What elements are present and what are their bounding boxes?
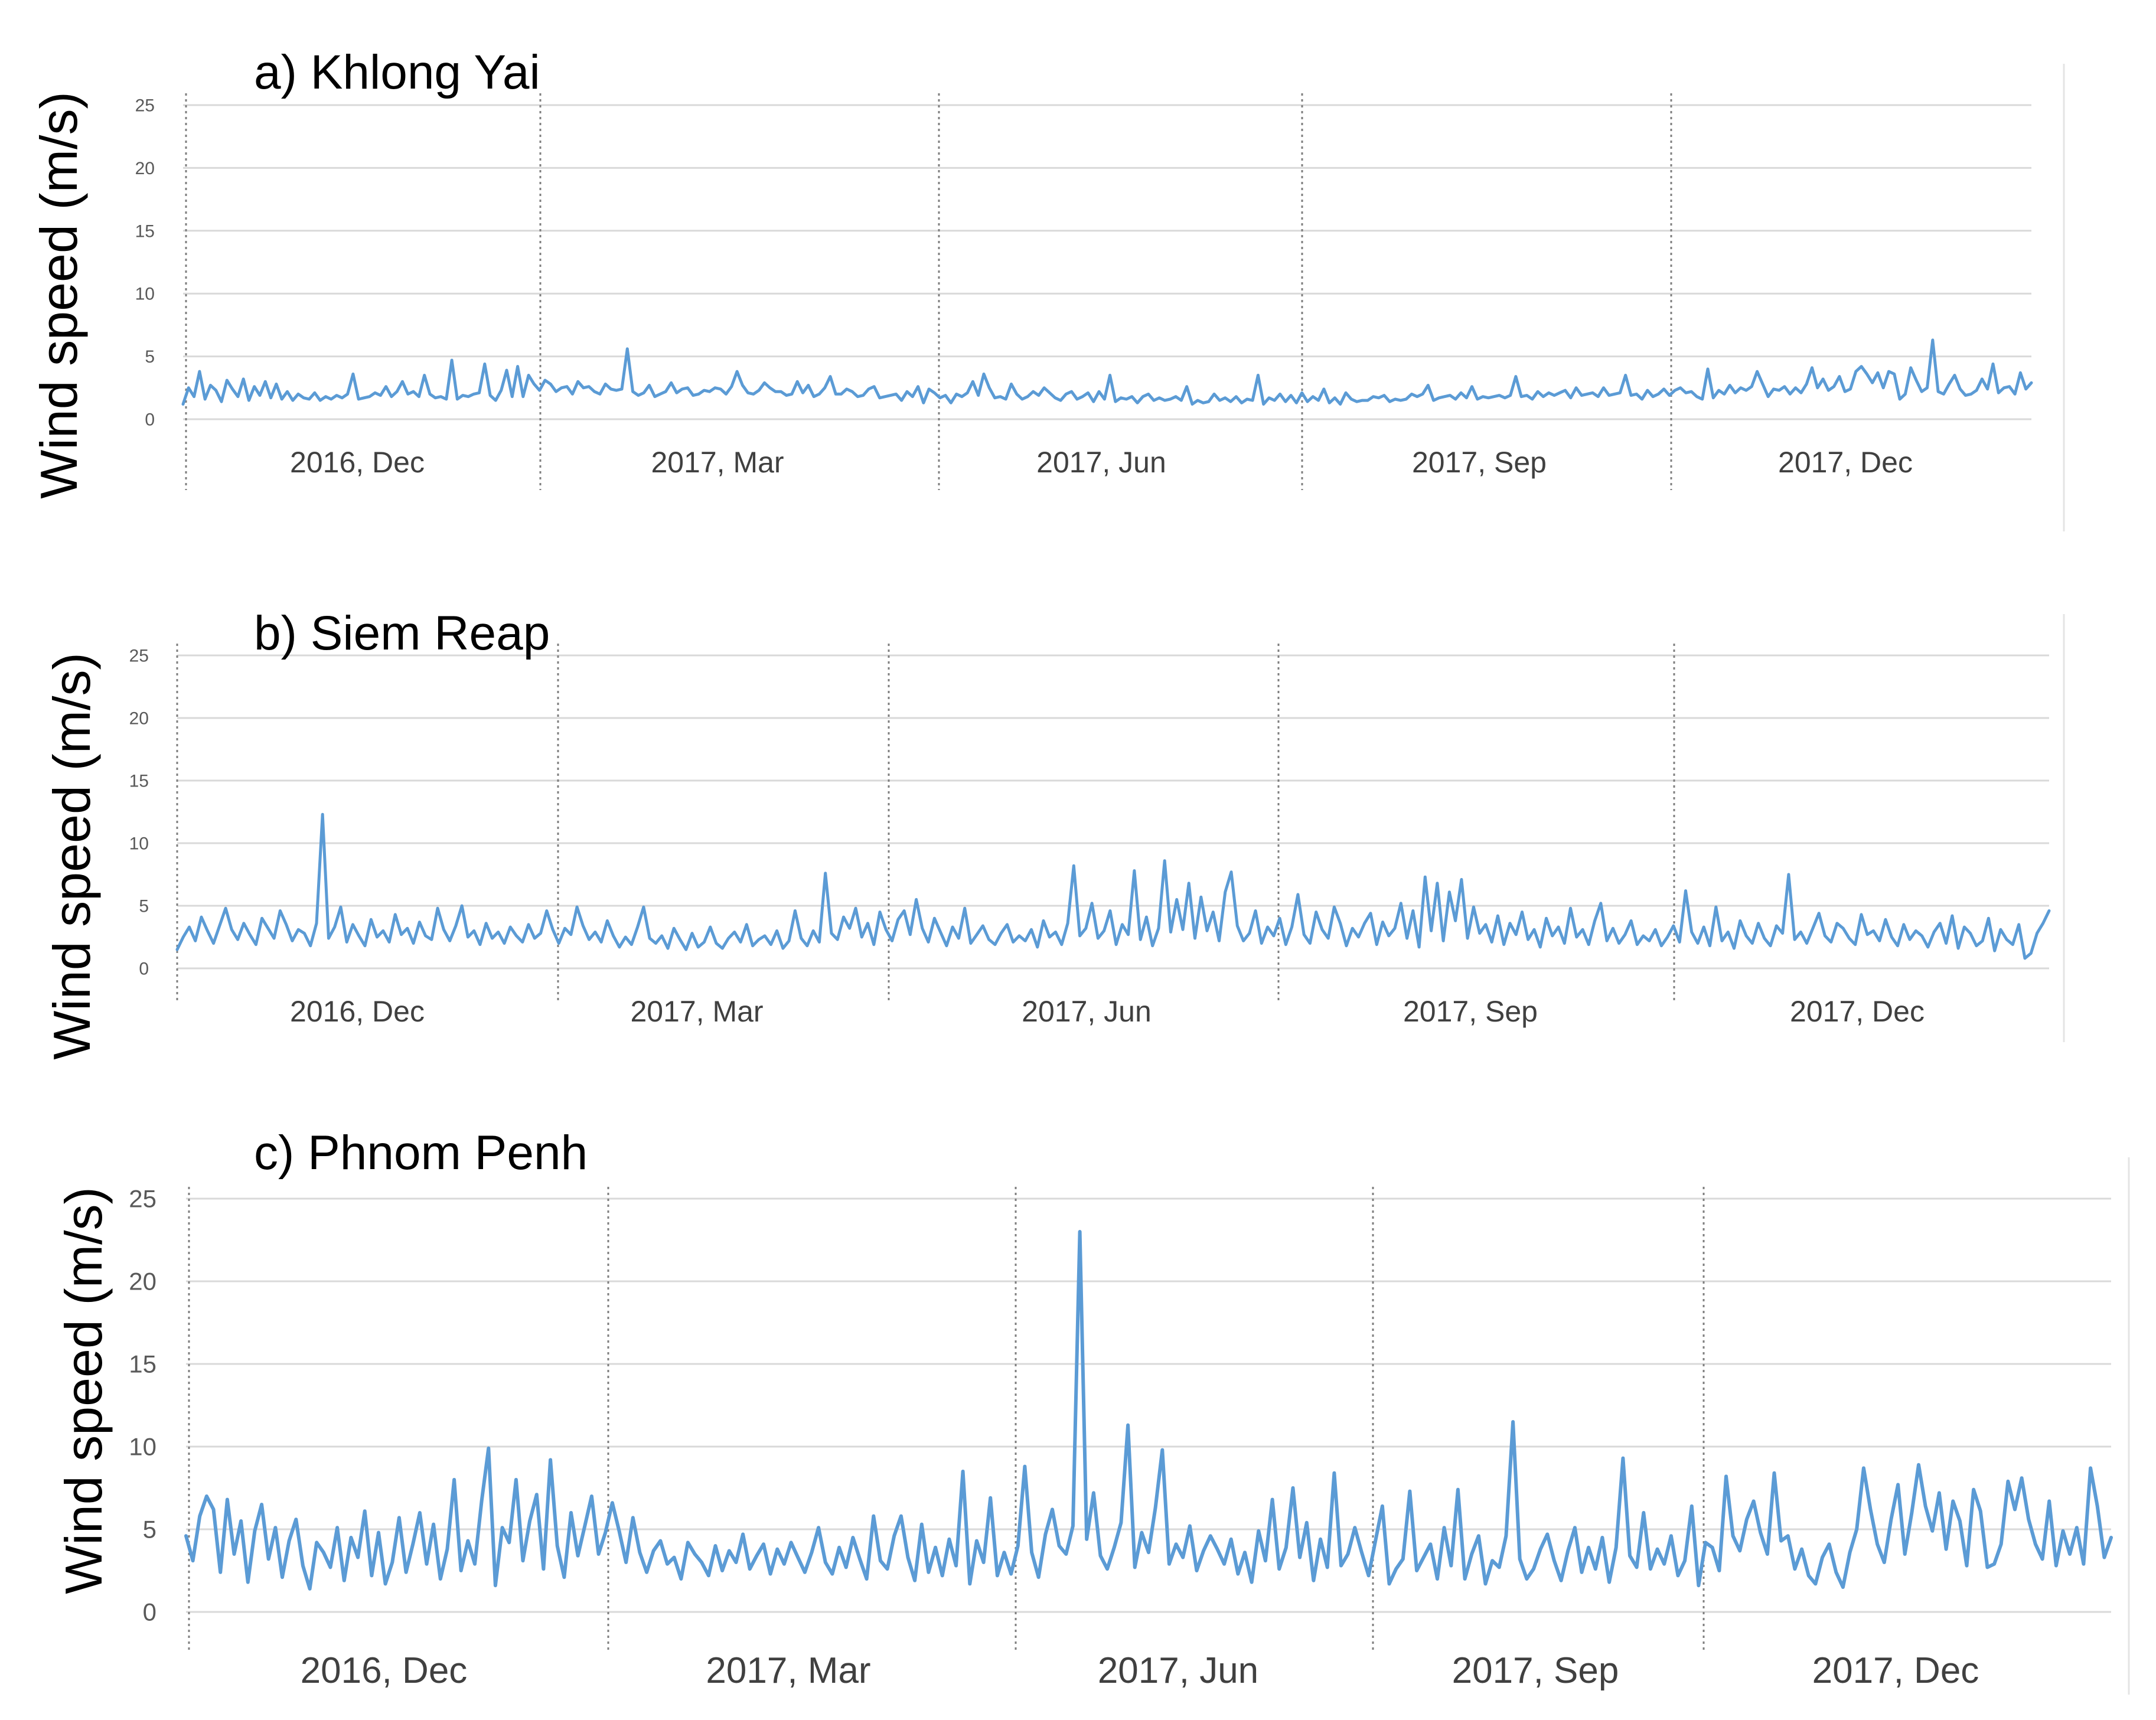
chart-title: b) Siem Reap [254,606,550,660]
y-tick-label: 5 [143,1516,156,1543]
y-tick-label: 15 [135,221,155,241]
x-tick-label: 2017, Dec [1790,995,1925,1028]
x-tick-label: 2017, Jun [1098,1650,1258,1691]
x-tick-label: 2017, Jun [1036,446,1166,479]
chart-panel-1: 0 5 10 15 20 25 2016, Dec 2017, Mar 2017, Jun 201… [30,45,2065,531]
y-tick-label: 25 [129,647,149,666]
series-line-wind-speed [175,812,2051,960]
x-tick-label: 2017, Mar [706,1650,870,1691]
x-tick-label: 2017, Mar [651,446,784,479]
y-tick-label: 0 [143,1598,156,1626]
chart-title: a) Khlong Yai [254,45,540,99]
y-tick-label: 10 [129,834,149,854]
x-tick-label: 2016, Dec [301,1650,468,1691]
x-tick-label: 2017, Sep [1412,446,1547,479]
x-tick-label: 2016, Dec [290,446,425,479]
y-tick-label: 20 [129,1268,156,1295]
y-axis-label: Wind speed (m/s) [54,1187,113,1594]
x-tick-label: 2017, Mar [630,995,763,1028]
series-line-wind-speed [184,1230,2113,1591]
y-tick-label: 15 [129,1350,156,1378]
y-tick-label: 5 [145,347,155,367]
x-tick-label: 2016, Dec [290,995,425,1028]
y-tick-label: 0 [145,410,155,430]
x-tick-label: 2017, Jun [1022,995,1152,1028]
y-axis-label: Wind speed (m/s) [30,92,88,499]
chart-title: c) Phnom Penh [254,1126,588,1180]
y-tick-label: 10 [135,285,155,304]
x-tick-label: 2017, Sep [1452,1650,1619,1691]
series-line-wind-speed [181,338,2033,406]
x-tick-label: 2017, Dec [1812,1650,1979,1691]
y-tick-label: 25 [135,96,155,116]
chart-panel-2: 0 5 10 15 20 25 2016, Dec 2017, Mar 2017, Jun 201… [43,606,2065,1060]
y-tick-label: 20 [135,159,155,178]
y-tick-label: 15 [129,772,149,791]
y-tick-label: 25 [129,1185,156,1213]
x-tick-label: 2017, Dec [1778,446,1913,479]
x-tick-label: 2017, Sep [1403,995,1538,1028]
y-axis-label: Wind speed (m/s) [43,652,101,1060]
y-tick-label: 10 [129,1433,156,1461]
y-tick-label: 20 [129,709,149,729]
y-tick-label: 0 [139,959,149,979]
y-tick-label: 5 [139,897,149,916]
chart-panel-3: 0 5 10 15 20 25 2016, Dec 2017, Mar 2017, Jun 201… [54,1126,2130,1695]
